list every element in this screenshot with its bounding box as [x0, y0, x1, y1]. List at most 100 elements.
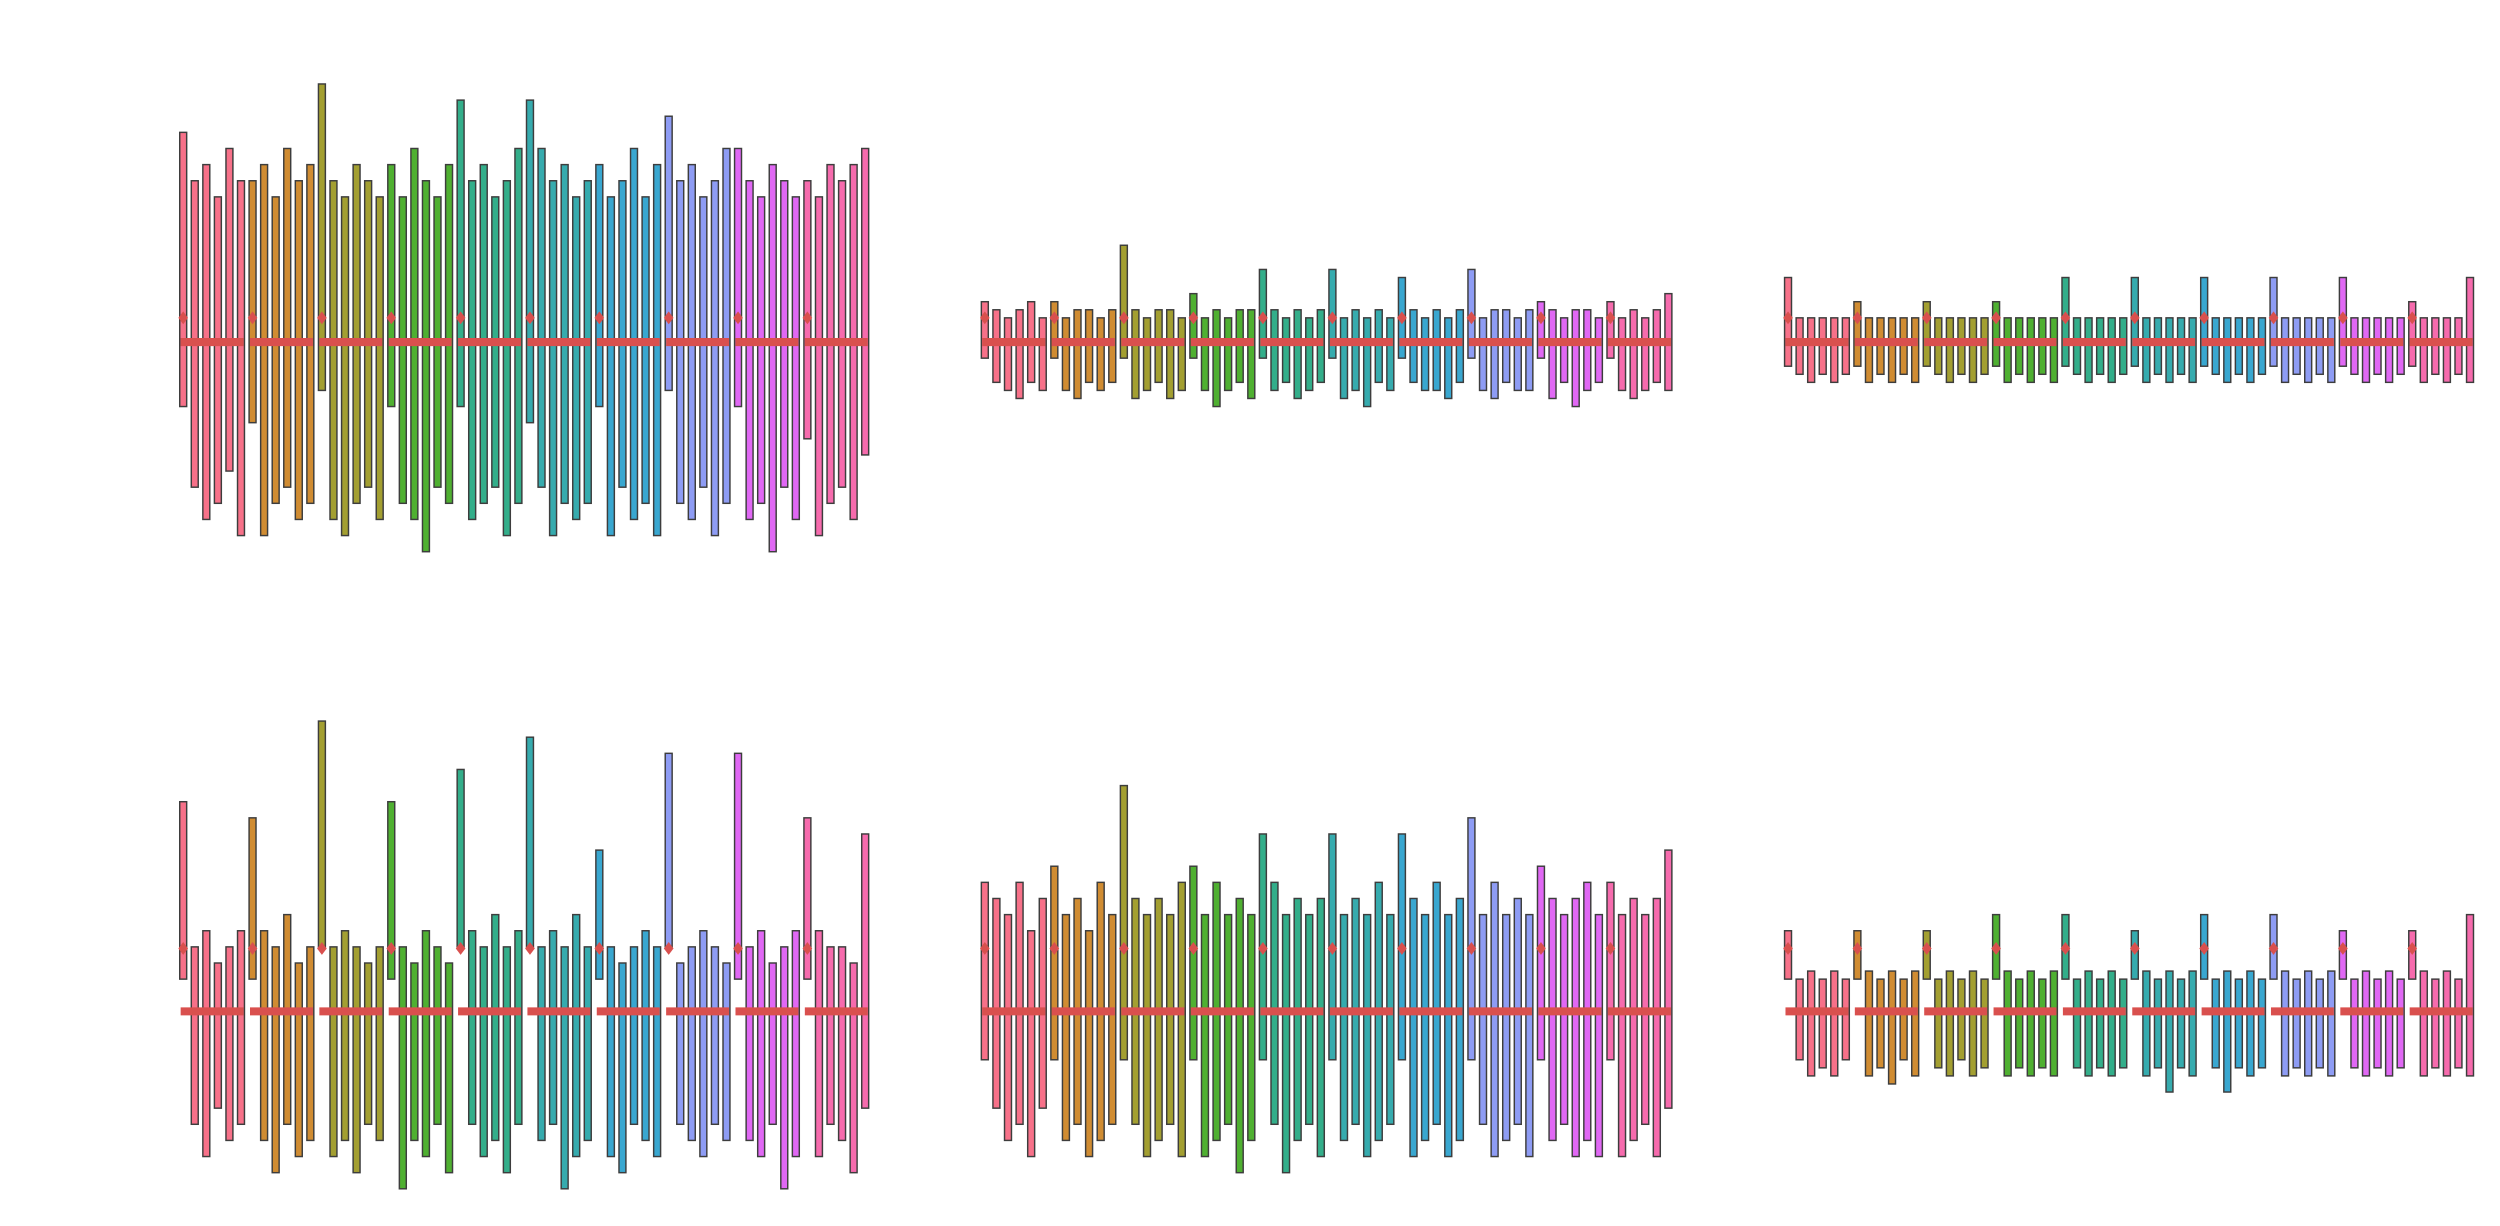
box — [1050, 300, 1059, 359]
box — [2107, 317, 2116, 384]
box — [2408, 300, 2417, 367]
box — [1617, 317, 1627, 392]
box — [410, 962, 419, 1142]
mean-marker — [2407, 942, 2418, 955]
box — [1073, 309, 1082, 400]
box — [1177, 881, 1186, 1158]
box — [1617, 913, 1627, 1158]
mean-marker — [2199, 942, 2210, 955]
box — [1525, 309, 1534, 392]
box — [271, 196, 280, 505]
box — [1887, 970, 1897, 1085]
box — [1606, 881, 1615, 1061]
box — [2419, 970, 2428, 1077]
box — [1305, 913, 1314, 1126]
box — [2223, 317, 2232, 384]
box — [1038, 317, 1047, 392]
box — [860, 833, 870, 1109]
box — [837, 946, 847, 1142]
box — [1432, 881, 1441, 1126]
box — [1293, 309, 1302, 400]
box — [860, 147, 870, 456]
box — [2188, 317, 2197, 384]
box — [2361, 317, 2371, 384]
box — [1420, 317, 1430, 392]
box — [1351, 309, 1360, 392]
box — [1501, 913, 1511, 1142]
box — [190, 946, 199, 1126]
box — [1795, 978, 1804, 1061]
mean-marker — [1119, 942, 1129, 955]
box — [1003, 317, 1013, 392]
box — [1922, 300, 1931, 367]
box — [629, 147, 639, 521]
box — [2003, 970, 2012, 1077]
box — [1200, 317, 1210, 392]
box — [1096, 317, 1105, 392]
box — [2095, 978, 2105, 1069]
box — [1270, 309, 1279, 392]
box — [710, 180, 720, 537]
box — [710, 946, 720, 1126]
box — [271, 946, 280, 1174]
box — [1200, 913, 1210, 1158]
box — [329, 180, 338, 521]
mean-marker — [979, 942, 990, 955]
box — [1444, 317, 1453, 400]
box — [803, 817, 812, 980]
box — [2454, 978, 2463, 1069]
box — [1305, 317, 1314, 392]
box — [2465, 913, 2475, 1077]
box — [179, 800, 188, 980]
box — [1061, 317, 1071, 392]
box — [1641, 317, 1650, 392]
box — [1281, 317, 1291, 384]
box — [1818, 978, 1827, 1069]
box — [421, 930, 431, 1158]
box — [2026, 970, 2035, 1077]
box — [444, 163, 454, 505]
box — [479, 946, 488, 1158]
box — [2431, 978, 2440, 1069]
box — [1386, 913, 1395, 1126]
box — [791, 196, 801, 521]
box — [283, 913, 292, 1126]
box — [456, 768, 465, 948]
box — [1142, 317, 1152, 392]
box — [1478, 913, 1488, 1126]
box — [1455, 897, 1465, 1142]
box — [2026, 317, 2035, 384]
box — [1061, 913, 1071, 1142]
box — [826, 946, 835, 1126]
box — [190, 180, 199, 488]
box — [2165, 317, 2174, 384]
box — [1841, 978, 1851, 1061]
box — [1830, 970, 1839, 1077]
box — [317, 83, 327, 392]
box — [433, 946, 442, 1126]
box — [213, 962, 223, 1109]
box — [2165, 970, 2174, 1093]
box — [1548, 897, 1557, 1142]
mean-marker — [525, 942, 535, 955]
box — [502, 946, 512, 1174]
box — [1339, 913, 1349, 1142]
box — [2327, 317, 2336, 384]
box — [745, 946, 754, 1142]
box — [202, 930, 211, 1158]
box — [1806, 317, 1816, 384]
box — [2246, 970, 2255, 1077]
box — [652, 946, 662, 1158]
box — [2015, 978, 2024, 1069]
box — [1084, 930, 1094, 1158]
mean-marker — [802, 942, 813, 955]
box — [595, 163, 604, 408]
box — [2072, 978, 2082, 1069]
box — [1270, 881, 1279, 1126]
box — [1281, 913, 1291, 1174]
box — [2049, 970, 2059, 1077]
mean-marker — [1536, 942, 1546, 955]
box — [179, 131, 188, 408]
box — [699, 930, 708, 1158]
